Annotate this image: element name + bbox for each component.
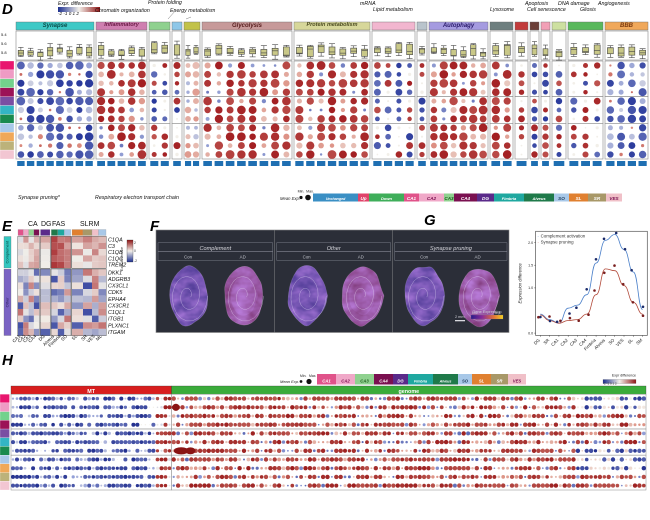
svg-text:CA4: CA4 — [379, 379, 388, 384]
svg-text:Mean Exp.: Mean Exp. — [280, 379, 299, 384]
svg-text:Expr difference: Expr difference — [612, 374, 636, 378]
svg-text:Max.: Max. — [309, 374, 316, 378]
svg-text:CA3: CA3 — [360, 379, 369, 384]
svg-text:CA2: CA2 — [341, 379, 350, 384]
svg-text:VES: VES — [513, 379, 522, 384]
svg-text:SR: SR — [497, 379, 503, 384]
svg-text:DG: DG — [397, 379, 404, 384]
svg-text:SO: SO — [462, 379, 469, 384]
svg-text:-2 -1 0 1 2: -2 -1 0 1 2 — [603, 382, 617, 386]
svg-text:Fimbria: Fimbria — [414, 380, 427, 384]
svg-text:CA1: CA1 — [322, 379, 331, 384]
svg-text:SL: SL — [479, 379, 485, 384]
svg-text:Min.: Min. — [300, 374, 306, 378]
svg-text:Alveus: Alveus — [439, 380, 452, 384]
